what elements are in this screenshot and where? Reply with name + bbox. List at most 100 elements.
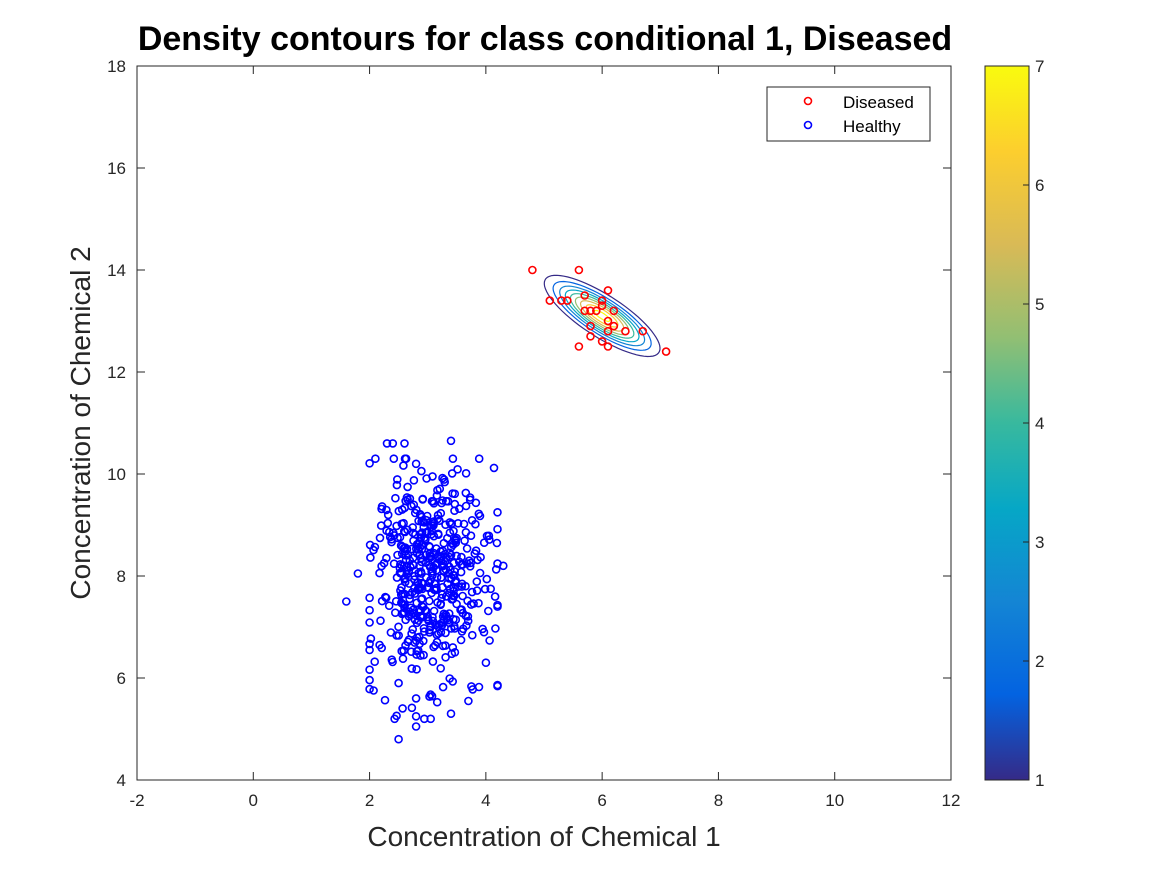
healthy-point: [407, 587, 417, 597]
healthy-point: [493, 524, 502, 534]
healthy-point: [421, 558, 431, 568]
diseased-point: [574, 265, 584, 275]
healthy-point: [436, 551, 446, 561]
healthy-point: [371, 454, 380, 464]
healthy-point: [485, 636, 494, 645]
healthy-point: [388, 657, 397, 667]
legend-box: [766, 86, 931, 142]
healthy-point: [429, 531, 439, 541]
healthy-point: [394, 631, 404, 640]
healthy-point: [472, 577, 482, 586]
healthy-point: [429, 562, 438, 572]
healthy-point: [429, 642, 438, 652]
healthy-point: [460, 536, 469, 546]
healthy-point: [384, 601, 394, 611]
diseased-point: [661, 347, 671, 356]
healthy-point: [417, 557, 426, 567]
healthy-point: [491, 565, 501, 574]
x-tick-label: 4: [481, 791, 490, 810]
healthy-point: [429, 606, 439, 616]
healthy-point: [493, 507, 502, 517]
healthy-point: [429, 521, 438, 530]
healthy-point: [365, 593, 374, 603]
healthy-point: [426, 575, 436, 585]
healthy-point: [457, 605, 466, 614]
healthy-point: [490, 592, 500, 601]
healthy-point: [411, 711, 421, 721]
density-contour-line: [559, 285, 646, 347]
healthy-point: [398, 704, 407, 713]
healthy-point: [423, 527, 432, 537]
colorbar-tick-label: 1: [1035, 771, 1044, 790]
healthy-point: [403, 495, 412, 504]
healthy-point: [493, 602, 502, 611]
healthy-point: [376, 521, 386, 530]
diseased-point: [557, 296, 566, 305]
healthy-point: [407, 629, 416, 638]
healthy-point: [453, 518, 463, 528]
x-tick-label: 2: [365, 791, 374, 810]
healthy-point: [457, 627, 467, 636]
diseased-point: [638, 326, 648, 336]
healthy-point: [463, 596, 472, 606]
healthy-point: [388, 439, 398, 448]
healthy-point: [370, 657, 380, 667]
density-contour-line: [543, 274, 661, 358]
diseased-point: [609, 306, 619, 316]
y-axis-label: Concentration of Chemical 2: [65, 246, 96, 599]
diseased-point: [597, 337, 607, 346]
legend-marker-healthy: [803, 120, 813, 130]
healthy-point: [456, 635, 466, 645]
healthy-point: [448, 454, 458, 464]
healthy-point: [462, 559, 472, 568]
y-tick-label: 12: [107, 363, 126, 382]
healthy-point: [449, 591, 458, 601]
healthy-point: [480, 584, 490, 594]
healthy-point: [405, 607, 415, 617]
healthy-point: [406, 603, 416, 613]
healthy-point: [438, 496, 447, 505]
healthy-point: [452, 551, 461, 561]
healthy-point: [450, 499, 460, 509]
healthy-point: [458, 591, 467, 601]
healthy-point: [413, 584, 423, 593]
healthy-point: [380, 695, 390, 705]
y-tick-label: 14: [107, 261, 126, 280]
healthy-point: [400, 439, 409, 448]
healthy-point: [430, 640, 440, 650]
healthy-point: [438, 682, 448, 692]
x-tick-label: 8: [714, 791, 723, 810]
colorbar-tick-label: 6: [1035, 176, 1044, 195]
healthy-point: [417, 466, 426, 476]
healthy-point: [441, 520, 450, 530]
healthy-point: [484, 531, 494, 541]
healthy-point: [382, 553, 391, 563]
healthy-point: [416, 567, 426, 577]
healthy-point: [408, 625, 418, 634]
healthy-point: [365, 605, 374, 615]
healthy-point: [411, 530, 420, 539]
healthy-point: [394, 622, 403, 632]
healthy-point: [418, 494, 428, 504]
healthy-point: [398, 654, 408, 664]
healthy-point: [399, 518, 408, 528]
healthy-point: [438, 641, 448, 651]
diseased-point: [603, 286, 613, 295]
healthy-point: [474, 598, 483, 608]
healthy-point: [447, 469, 457, 478]
healthy-point: [401, 641, 410, 650]
x-axis-label: Concentration of Chemical 1: [367, 821, 720, 852]
healthy-point: [395, 559, 405, 569]
legend-label-diseased: Diseased: [843, 93, 914, 112]
healthy-point: [397, 609, 407, 619]
healthy-point: [467, 630, 477, 640]
healthy-point: [411, 459, 421, 469]
diseased-point: [591, 306, 601, 316]
healthy-point: [402, 544, 412, 554]
x-tick-label: 0: [249, 791, 258, 810]
chart-title: Density contours for class conditional 1…: [138, 20, 952, 58]
healthy-point: [421, 573, 431, 582]
healthy-point: [416, 594, 426, 604]
healthy-point: [447, 538, 457, 548]
healthy-point: [402, 569, 412, 579]
